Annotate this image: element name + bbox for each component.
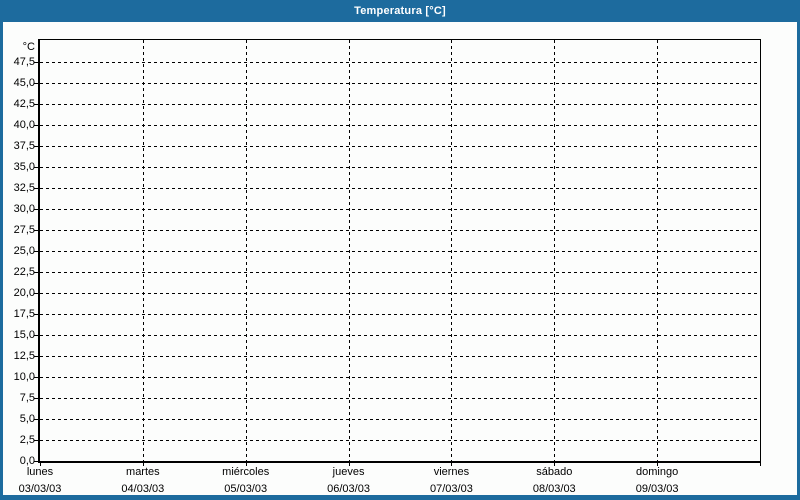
h-gridline bbox=[40, 209, 760, 210]
x-axis-tick bbox=[349, 462, 350, 466]
y-axis-tick-label: 5,0 bbox=[19, 413, 35, 425]
x-axis-tick bbox=[451, 462, 452, 466]
y-axis-tick bbox=[34, 83, 40, 84]
h-gridline bbox=[40, 188, 760, 189]
window-border-bottom bbox=[0, 495, 800, 500]
x-axis-tick bbox=[143, 462, 144, 466]
x-axis-day-label: sábado bbox=[536, 466, 573, 478]
h-gridline bbox=[40, 272, 760, 273]
y-axis-tick-label: 7,5 bbox=[19, 392, 35, 404]
x-axis-tick bbox=[246, 462, 247, 466]
y-axis-tick bbox=[34, 209, 40, 210]
y-axis-tick bbox=[34, 188, 40, 189]
h-gridline bbox=[40, 398, 760, 399]
y-axis-tick-label: 37,5 bbox=[13, 140, 35, 152]
x-axis-date-label: 09/03/03 bbox=[635, 483, 679, 495]
y-axis-tick-label: 12,5 bbox=[13, 350, 35, 362]
h-gridline bbox=[40, 419, 760, 420]
y-axis-tick-label: 30,0 bbox=[13, 203, 35, 215]
h-gridline bbox=[40, 167, 760, 168]
h-gridline bbox=[40, 356, 760, 357]
y-axis-tick bbox=[34, 461, 40, 462]
h-gridline bbox=[40, 83, 760, 84]
x-axis-day-label: lunes bbox=[26, 466, 54, 478]
v-gridline bbox=[554, 40, 555, 461]
y-axis-tick-label: 40,0 bbox=[13, 119, 35, 131]
x-axis-date-label: 04/03/03 bbox=[121, 483, 165, 495]
window-border-left bbox=[0, 22, 3, 500]
x-axis-date-label: 03/03/03 bbox=[18, 483, 62, 495]
h-gridline bbox=[40, 104, 760, 105]
y-axis-tick-label: 0,0 bbox=[19, 455, 35, 467]
y-axis-tick bbox=[34, 419, 40, 420]
y-axis-tick bbox=[34, 125, 40, 126]
x-axis-day-label: miércoles bbox=[222, 466, 270, 478]
y-axis-tick bbox=[34, 377, 40, 378]
h-gridline bbox=[40, 251, 760, 252]
y-axis-tick-label: 47,5 bbox=[13, 56, 35, 68]
title-bar: Temperatura [°C] bbox=[0, 0, 800, 22]
y-axis-tick bbox=[34, 167, 40, 168]
y-axis-tick bbox=[34, 104, 40, 105]
y-axis-tick-label: 10,0 bbox=[13, 371, 35, 383]
h-gridline bbox=[40, 335, 760, 336]
y-axis-tick-label: 45,0 bbox=[13, 77, 35, 89]
y-axis-tick-label: 22,5 bbox=[13, 266, 35, 278]
y-axis-tick bbox=[34, 272, 40, 273]
y-axis-tick bbox=[34, 440, 40, 441]
h-gridline bbox=[40, 377, 760, 378]
y-axis-tick-label: 17,5 bbox=[13, 308, 35, 320]
y-axis-tick bbox=[34, 251, 40, 252]
x-axis-day-label: domingo bbox=[636, 466, 679, 478]
y-axis-tick bbox=[34, 230, 40, 231]
y-axis-tick bbox=[34, 293, 40, 294]
y-axis-tick-label: 32,5 bbox=[13, 182, 35, 194]
y-axis-tick-label: 35,0 bbox=[13, 161, 35, 173]
x-axis-date-label: 08/03/03 bbox=[532, 483, 576, 495]
h-gridline bbox=[40, 125, 760, 126]
x-axis-tick bbox=[40, 462, 41, 466]
v-gridline bbox=[349, 40, 350, 461]
x-axis-tick bbox=[760, 462, 761, 466]
v-gridline bbox=[143, 40, 144, 461]
x-axis-day-label: viernes bbox=[433, 466, 470, 478]
y-axis-tick bbox=[34, 398, 40, 399]
v-gridline bbox=[246, 40, 247, 461]
y-axis-unit-label: °C bbox=[22, 41, 35, 53]
y-axis-tick-label: 25,0 bbox=[13, 245, 35, 257]
h-gridline bbox=[40, 230, 760, 231]
x-axis-date-label: 05/03/03 bbox=[224, 483, 268, 495]
h-gridline bbox=[40, 62, 760, 63]
x-axis-date-label: 07/03/03 bbox=[430, 483, 473, 495]
y-axis-tick bbox=[34, 62, 40, 63]
x-axis-date-label: 06/03/03 bbox=[327, 483, 370, 495]
y-axis-tick bbox=[34, 356, 40, 357]
x-axis-day-label: martes bbox=[126, 466, 160, 478]
window-title: Temperatura [°C] bbox=[354, 5, 446, 17]
y-axis-tick bbox=[34, 314, 40, 315]
h-gridline bbox=[40, 146, 760, 147]
h-gridline bbox=[40, 293, 760, 294]
x-axis-day-label: jueves bbox=[332, 466, 365, 478]
v-gridline bbox=[451, 40, 452, 461]
y-axis-tick-label: 27,5 bbox=[13, 224, 35, 236]
y-axis-tick bbox=[34, 335, 40, 336]
y-axis-tick-label: 2,5 bbox=[19, 434, 35, 446]
y-axis-tick bbox=[34, 146, 40, 147]
x-axis-tick bbox=[657, 462, 658, 466]
h-gridline bbox=[40, 440, 760, 441]
h-gridline bbox=[40, 314, 760, 315]
v-gridline bbox=[657, 40, 658, 461]
window-border-right bbox=[797, 22, 800, 500]
y-axis-tick-label: 20,0 bbox=[13, 287, 35, 299]
x-axis-tick bbox=[554, 462, 555, 466]
y-axis-tick-label: 42,5 bbox=[13, 98, 35, 110]
y-axis-tick-label: 15,0 bbox=[13, 329, 35, 341]
